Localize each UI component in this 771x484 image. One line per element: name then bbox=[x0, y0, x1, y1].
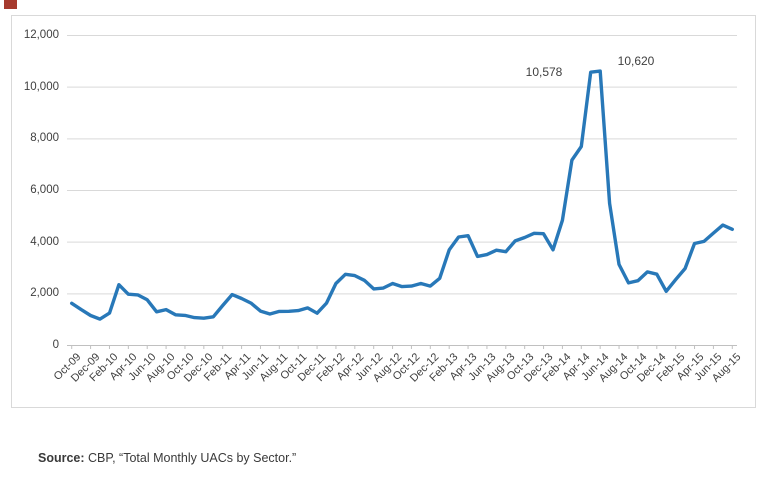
source-text: CBP, “Total Monthly UACs by Sector.” bbox=[84, 451, 297, 465]
uac-monthly-series-line bbox=[69, 69, 734, 321]
y-tick-label: 0 bbox=[52, 339, 59, 351]
y-tick-label: 8,000 bbox=[30, 132, 59, 145]
y-tick-label: 10,000 bbox=[23, 80, 59, 93]
y-tick-label: 2,000 bbox=[30, 287, 59, 300]
peak-annotation-may14: 10,578 bbox=[525, 65, 563, 79]
y-tick-label: 6,000 bbox=[30, 184, 59, 196]
peak-annotation-jun14: 10,620 bbox=[617, 54, 655, 68]
source-label: Source: bbox=[38, 451, 85, 465]
chart-frame bbox=[11, 15, 756, 408]
source-note: Source: CBP, “Total Monthly UACs by Sect… bbox=[38, 451, 296, 465]
y-tick-label: 12,000 bbox=[23, 29, 59, 41]
y-tick-label: 4,000 bbox=[30, 235, 59, 248]
page-corner-mark bbox=[4, 0, 17, 9]
